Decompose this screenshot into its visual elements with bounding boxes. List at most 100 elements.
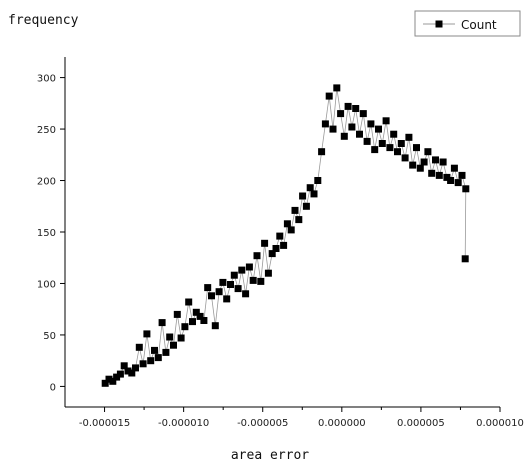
data-point — [352, 105, 360, 112]
data-point — [147, 357, 155, 365]
data-point — [211, 322, 219, 330]
data-point — [272, 245, 280, 252]
x-tick-label: 0.000000 — [318, 418, 366, 429]
data-point — [386, 144, 394, 152]
data-point — [295, 216, 303, 224]
data-point — [166, 333, 174, 341]
data-point — [200, 317, 208, 324]
data-point — [230, 271, 238, 279]
data-point — [306, 184, 314, 192]
data-point — [208, 292, 215, 300]
data-point — [424, 148, 432, 156]
data-point — [447, 177, 455, 184]
data-point — [397, 140, 405, 147]
data-point — [120, 362, 128, 370]
data-point — [462, 185, 470, 193]
data-point — [158, 319, 166, 327]
data-point — [257, 277, 265, 285]
data-point — [181, 323, 189, 331]
data-point — [261, 239, 269, 247]
data-point — [413, 144, 420, 152]
data-point — [287, 226, 295, 234]
data-point — [154, 354, 162, 362]
data-point — [454, 179, 462, 187]
data-point — [325, 92, 333, 100]
data-point — [439, 158, 447, 166]
x-tick-label: -0.000005 — [237, 418, 288, 429]
x-tick-label: 0.000005 — [397, 418, 445, 429]
data-point — [135, 343, 143, 351]
data-point — [219, 278, 227, 286]
data-point — [139, 360, 147, 368]
y-axis-title: frequency — [8, 13, 79, 28]
data-point — [245, 263, 253, 271]
data-point — [359, 110, 367, 118]
data-point — [132, 364, 139, 372]
y-tick-label: 250 — [37, 125, 56, 136]
data-point — [428, 169, 436, 177]
data-point — [458, 171, 466, 179]
data-point — [363, 137, 371, 145]
data-point — [268, 250, 276, 258]
data-point — [435, 171, 443, 179]
y-tick-label: 150 — [37, 228, 56, 239]
data-point — [280, 241, 288, 249]
data-point — [432, 156, 439, 164]
data-point — [291, 206, 299, 214]
data-point — [192, 308, 200, 316]
data-point — [405, 133, 413, 141]
data-point — [394, 148, 401, 156]
data-point — [238, 266, 246, 274]
data-point — [101, 379, 109, 387]
data-point — [314, 177, 322, 184]
data-point — [344, 102, 352, 110]
data-point — [401, 154, 409, 162]
data-point — [173, 310, 181, 318]
x-tick-label: -0.000015 — [79, 418, 130, 429]
data-point — [113, 373, 121, 381]
series-line — [104, 87, 467, 384]
data-point — [143, 330, 151, 338]
data-point — [109, 377, 117, 385]
data-point — [321, 120, 329, 128]
plot-area — [101, 84, 470, 387]
data-point — [340, 132, 348, 140]
data-point — [348, 123, 356, 131]
data-point — [283, 220, 291, 228]
data-point — [318, 148, 326, 156]
y-tick-label: 200 — [37, 177, 56, 188]
data-point — [310, 190, 318, 198]
x-axis-title: area error — [231, 448, 309, 463]
data-point — [189, 318, 196, 326]
y-tick-label: 100 — [37, 279, 56, 290]
data-point — [276, 232, 284, 240]
data-point — [420, 158, 428, 166]
y-tick-label: 50 — [43, 331, 56, 342]
data-point — [185, 298, 193, 306]
data-point — [196, 312, 204, 320]
y-tick-label: 300 — [37, 74, 56, 85]
data-point — [242, 290, 250, 298]
data-point — [450, 164, 458, 172]
data-point — [162, 348, 170, 356]
data-point — [105, 375, 113, 383]
data-point — [204, 284, 212, 292]
data-point — [390, 130, 398, 138]
data-point — [215, 288, 223, 296]
data-point — [253, 252, 261, 260]
data-point — [333, 84, 341, 92]
data-point — [124, 367, 132, 375]
legend-label-count: Count — [461, 18, 497, 32]
data-point — [409, 161, 417, 169]
data-point — [416, 164, 424, 172]
data-point — [461, 255, 469, 263]
data-point — [375, 125, 382, 133]
data-point — [356, 130, 363, 138]
x-tick-label: -0.000010 — [158, 418, 209, 429]
tick-group: 0 50 100 150 200 250 300 -0.000015 -0.000010 -0.0… — [37, 74, 524, 429]
legend: Count — [414, 10, 521, 37]
data-point — [382, 117, 390, 125]
data-point — [264, 269, 272, 277]
data-point — [299, 192, 307, 200]
